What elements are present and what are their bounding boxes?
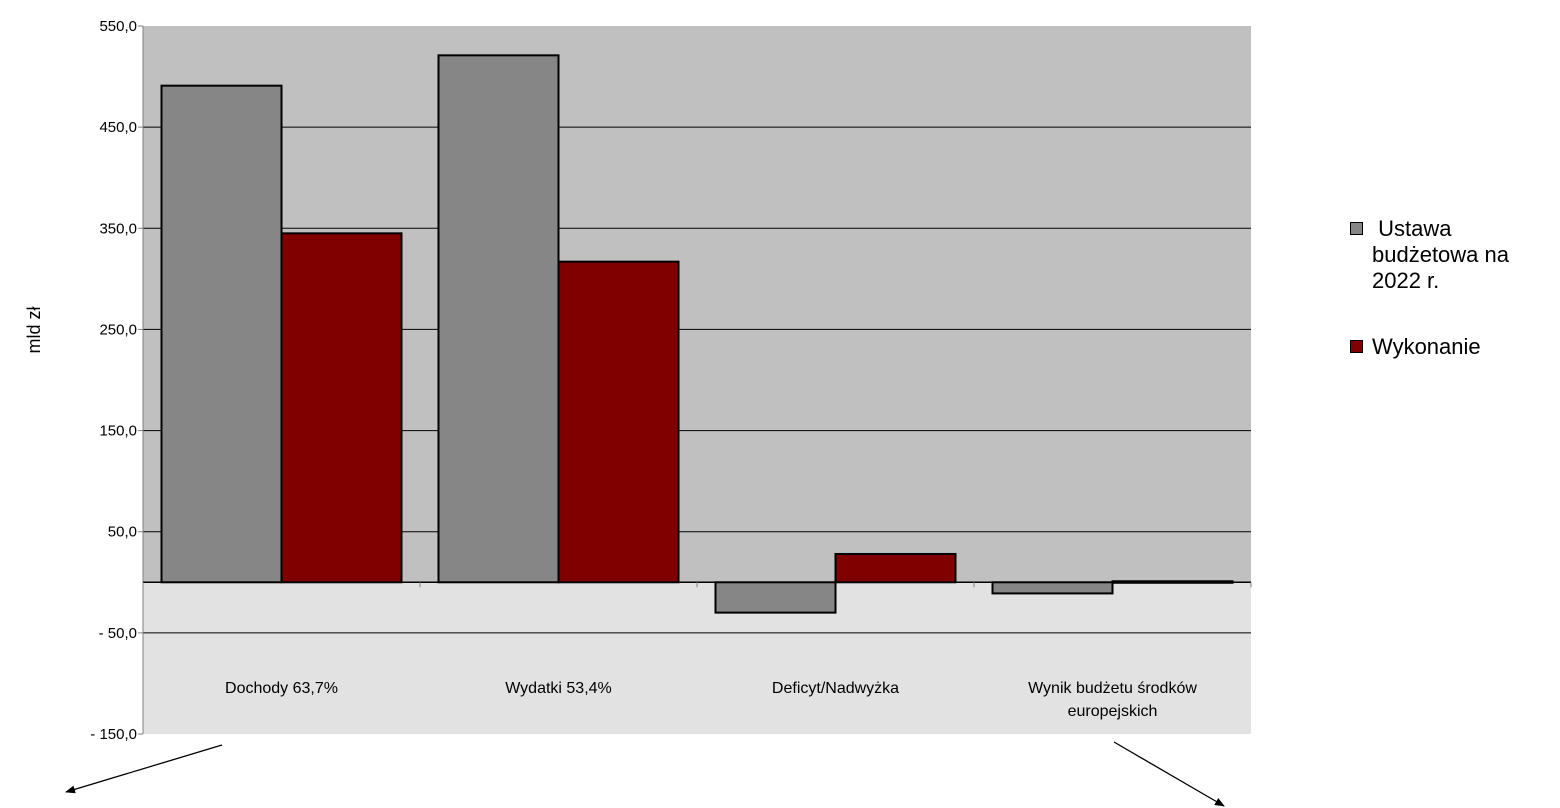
- y-tick-label: 450,0: [99, 119, 137, 136]
- category-label: europejskich: [1068, 703, 1158, 720]
- bar: [160, 84, 283, 584]
- legend-item-ustawa: Ustawa budżetowa na 2022 r.: [1350, 216, 1555, 294]
- arrow-right: [1113, 741, 1225, 807]
- bar: [280, 232, 403, 584]
- y-tick-label: - 50,0: [99, 625, 137, 642]
- bar: [834, 552, 957, 584]
- legend-swatch-wykonanie: [1350, 340, 1363, 353]
- arrow-left: [65, 744, 223, 794]
- legend-label-ustawa-line3: 2022 r.: [1372, 268, 1440, 293]
- category-label: Wynik budżetu środków: [1028, 680, 1197, 697]
- chart-legend: Ustawa budżetowa na 2022 r. Wykonanie: [1350, 216, 1555, 360]
- legend-swatch-ustawa: [1350, 222, 1363, 235]
- legend-label-wykonanie: Wykonanie: [1372, 334, 1481, 359]
- y-tick-label: 250,0: [99, 321, 137, 338]
- category-label: Dochody 63,7%: [225, 680, 338, 697]
- y-tick-label: 150,0: [99, 423, 137, 440]
- bar: [991, 581, 1114, 595]
- y-tick-label: - 150,0: [90, 726, 137, 743]
- category-label: Wydatki 53,4%: [505, 680, 612, 697]
- bar: [714, 581, 837, 614]
- y-axis-label: mld zł: [24, 306, 44, 353]
- legend-label-ustawa-line1: Ustawa: [1372, 216, 1452, 241]
- plot-area-lower: [143, 582, 1251, 734]
- legend-label-ustawa-line2: budżetowa na: [1372, 242, 1509, 267]
- y-tick-label: 350,0: [99, 220, 137, 237]
- bar: [437, 54, 560, 584]
- y-tick-label: 550,0: [99, 18, 137, 35]
- category-label: Deficyt/Nadwyżka: [772, 680, 899, 697]
- legend-item-wykonanie: Wykonanie: [1350, 334, 1555, 360]
- bar: [557, 260, 680, 584]
- y-tick-label: 50,0: [108, 524, 137, 541]
